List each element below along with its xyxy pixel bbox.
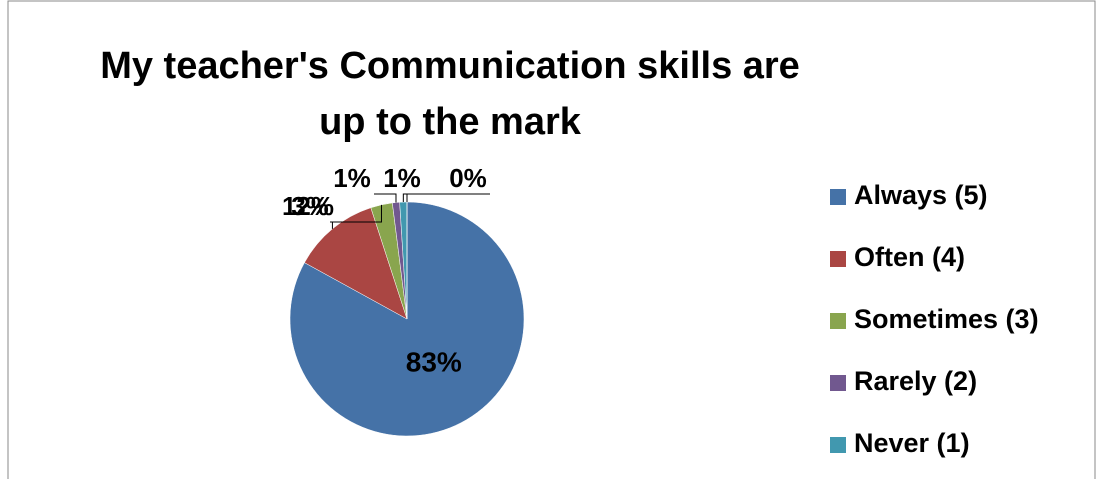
data-label: 3% bbox=[291, 191, 329, 221]
data-label: 12% bbox=[282, 191, 334, 221]
chart-title: My teacher's Communication skills are up… bbox=[100, 45, 800, 143]
legend-swatch bbox=[830, 189, 846, 205]
chart-border bbox=[7, 0, 1096, 479]
legend-swatch bbox=[830, 375, 846, 391]
data-label: 1% bbox=[333, 163, 371, 193]
legend-label: Sometimes (3) bbox=[854, 304, 1039, 334]
leader-line bbox=[332, 204, 382, 223]
data-label: 0% bbox=[449, 163, 487, 193]
leader-line bbox=[330, 221, 333, 229]
leader-line bbox=[374, 193, 397, 203]
legend-label: Never (1) bbox=[854, 428, 970, 458]
data-label: 83% bbox=[406, 347, 462, 378]
legend-label: Rarely (2) bbox=[854, 366, 977, 396]
legend-swatch bbox=[830, 313, 846, 329]
legend-label: Always (5) bbox=[854, 180, 988, 210]
leader-line bbox=[402, 193, 424, 203]
data-label: 1% bbox=[383, 163, 421, 193]
legend-swatch bbox=[830, 251, 846, 267]
legend-swatch bbox=[830, 437, 846, 453]
legend-label: Often (4) bbox=[854, 242, 965, 272]
leader-line bbox=[406, 193, 490, 202]
